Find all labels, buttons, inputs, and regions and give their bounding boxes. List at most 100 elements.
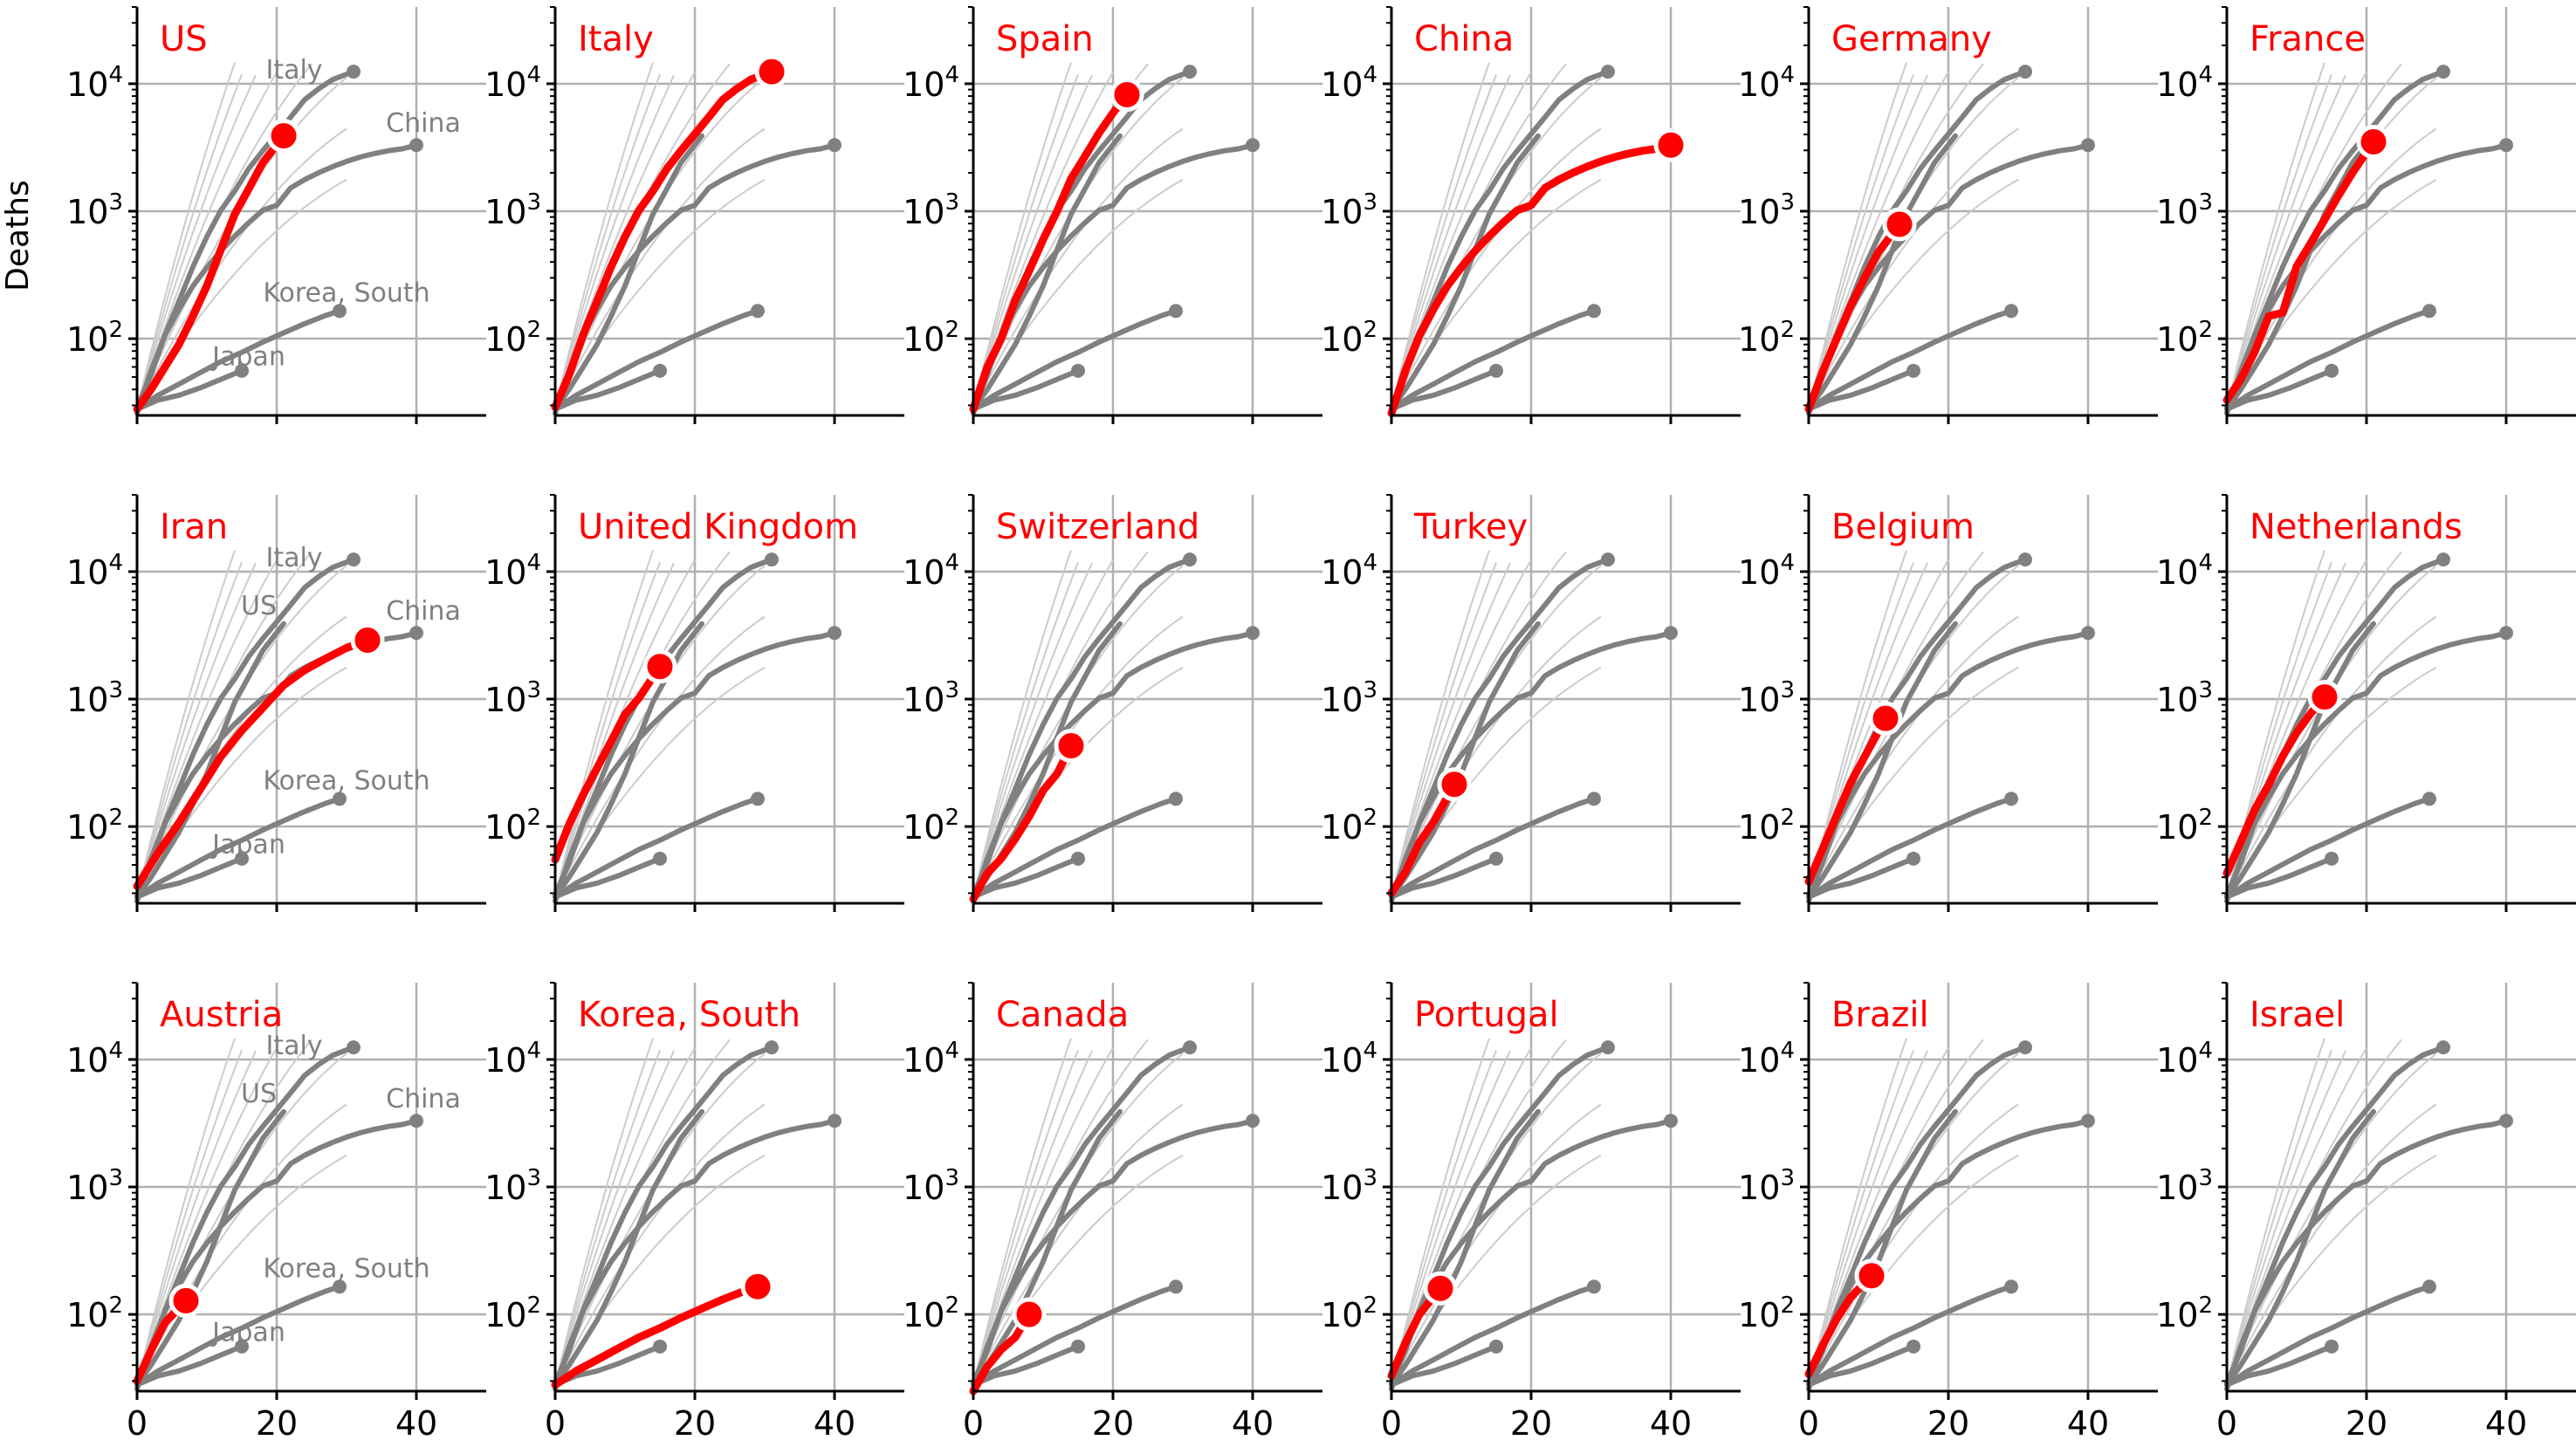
reference-endpoint <box>1906 1339 1920 1354</box>
y-tick-label: 102 <box>2156 317 2213 359</box>
reference-endpoint <box>1587 1279 1601 1294</box>
y-tick-label: 104 <box>1738 550 1795 592</box>
reference-endpoint <box>1489 1339 1503 1354</box>
background-curve <box>972 1038 1072 1386</box>
reference-line-china <box>2224 630 2509 904</box>
background-curve <box>554 74 675 410</box>
panel-title: Israel <box>2250 995 2345 1035</box>
x-tick-label: 0 <box>2216 1404 2237 1443</box>
reference-endpoint <box>1489 851 1503 866</box>
reference-endpoint <box>2081 138 2095 153</box>
reference-endpoint <box>828 1114 841 1128</box>
highlight-line <box>2222 138 2378 404</box>
reference-label-us: US <box>241 1079 277 1109</box>
panel-title: Austria <box>160 995 283 1035</box>
reference-endpoint <box>1071 1339 1085 1354</box>
reference-line-korea-south <box>971 308 1178 412</box>
y-tick-label: 104 <box>1738 1038 1795 1080</box>
reference-line-japan <box>134 1343 244 1388</box>
background-curve <box>554 550 654 898</box>
x-tick-label: 20 <box>256 1404 298 1443</box>
x-tick-label: 20 <box>2346 1404 2387 1443</box>
reference-line-japan <box>553 367 663 412</box>
background-curve <box>972 615 1184 898</box>
background-curve <box>554 1047 696 1386</box>
reference-endpoint <box>1664 1114 1678 1128</box>
reference-endpoint <box>653 851 667 866</box>
reference-label-china: China <box>386 596 461 627</box>
reference-line-korea-south <box>2224 1284 2432 1388</box>
reference-label-japan: Japan <box>210 341 285 372</box>
reference-line-korea-south <box>1806 796 2014 900</box>
x-tick-label: 0 <box>1798 1404 1819 1443</box>
reference-line-us <box>553 1108 704 1388</box>
reference-endpoint <box>2325 851 2339 866</box>
panel-austria: Italy US China Korea, South Japan 102 103 104 0 2… <box>66 982 486 1443</box>
background-curve <box>972 562 1079 898</box>
background-curve <box>136 550 236 898</box>
reference-endpoint <box>2436 65 2450 79</box>
panel-title: Belgium <box>1831 507 1975 547</box>
reference-endpoint <box>2436 552 2450 567</box>
background-curve <box>2226 74 2346 410</box>
reference-line-korea-south <box>1806 1284 2014 1388</box>
reference-endpoint <box>347 65 361 79</box>
reference-line-korea-south <box>1389 1284 1597 1388</box>
reference-line-japan <box>971 367 1081 412</box>
x-tick-label: 40 <box>1232 1404 1274 1443</box>
y-tick-label: 104 <box>484 550 541 592</box>
y-tick-label: 102 <box>903 805 959 847</box>
reference-line-china <box>553 142 837 416</box>
highlight-endpoint <box>1437 767 1472 802</box>
panel-belgium: 102 103 104 Belgium <box>1738 494 2158 912</box>
background-curve <box>2226 74 2332 410</box>
highlight-line <box>551 67 776 412</box>
reference-endpoint <box>653 363 667 378</box>
y-tick-label: 104 <box>484 1038 541 1080</box>
panel-title: Turkey <box>1413 507 1528 547</box>
y-tick-label: 102 <box>1321 805 1377 847</box>
background-curve <box>1391 62 1490 410</box>
reference-endpoint <box>2018 65 2032 79</box>
reference-endpoint <box>1169 304 1183 319</box>
background-curve <box>1391 74 1511 410</box>
y-tick-label: 104 <box>2156 550 2213 592</box>
reference-endpoint <box>2499 626 2513 641</box>
y-tick-label: 103 <box>1738 189 1795 231</box>
y-tick-label: 103 <box>2156 677 2213 719</box>
reference-endpoint <box>828 626 841 641</box>
background-curve <box>1808 1103 2019 1386</box>
reference-endpoint <box>1489 363 1503 378</box>
y-tick-label: 104 <box>1321 550 1377 592</box>
panel-title: France <box>2250 19 2366 59</box>
panel-title: Switzerland <box>996 507 1199 547</box>
reference-label-italy: Italy <box>265 55 322 86</box>
background-curve <box>554 562 675 898</box>
reference-line-korea-south <box>1806 308 2014 412</box>
x-tick-label: 20 <box>674 1404 716 1443</box>
reference-endpoint <box>1183 65 1197 79</box>
reference-line-japan <box>1389 1343 1499 1388</box>
highlight-endpoint <box>1854 1258 1889 1293</box>
reference-endpoint <box>751 792 765 806</box>
highlight-line <box>1387 141 1675 417</box>
highlight-endpoint <box>1054 729 1089 764</box>
reference-endpoint <box>1246 1114 1260 1128</box>
background-curve <box>972 127 1184 410</box>
reference-endpoint <box>2018 1040 2032 1055</box>
panel-title: Brazil <box>1831 995 1929 1035</box>
reference-line-japan <box>1806 367 1916 412</box>
y-tick-label: 103 <box>903 1165 959 1207</box>
background-curve <box>2226 1103 2437 1386</box>
highlight-line <box>1387 780 1459 897</box>
reference-label-china: China <box>386 108 461 139</box>
background-curve <box>136 1038 236 1386</box>
y-tick-label: 102 <box>1738 805 1795 847</box>
reference-endpoint <box>409 138 423 153</box>
reference-endpoint <box>1601 1040 1615 1055</box>
reference-endpoint <box>2081 626 2095 641</box>
x-tick-label: 40 <box>2067 1404 2109 1443</box>
background-curve <box>972 559 1114 898</box>
highlight-endpoint <box>754 54 789 89</box>
background-curve <box>554 1103 766 1386</box>
